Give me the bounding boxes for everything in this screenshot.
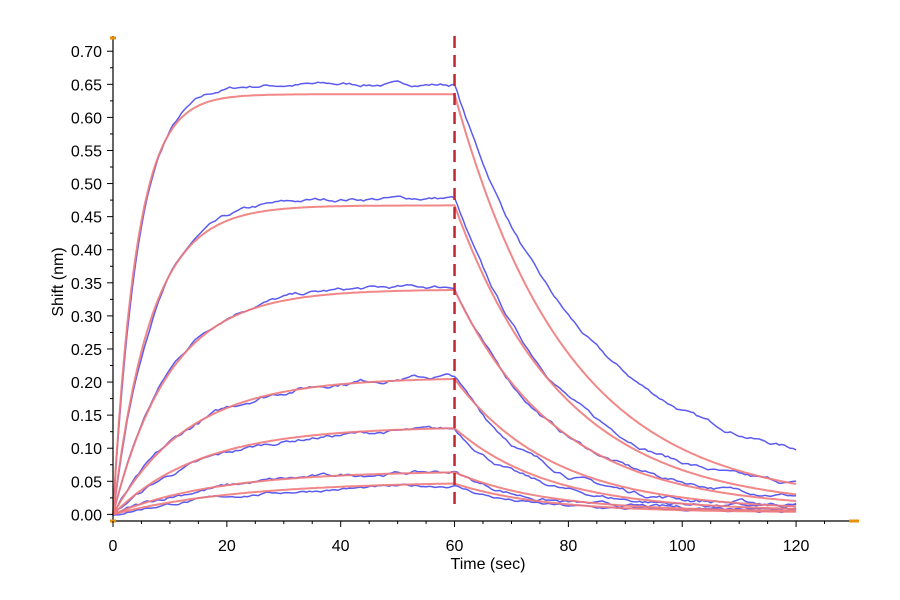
axes: 0.00 0.05 0.10 0.15 0.20 0.25 0.30 0.35 0.40 0.45… bbox=[71, 36, 859, 555]
y-axis-title: Shift (nm) bbox=[50, 247, 67, 316]
y-tick-label: 0.00 bbox=[71, 507, 102, 524]
y-tick-label: 0.30 bbox=[71, 309, 102, 326]
x-tick-label: 80 bbox=[559, 538, 577, 555]
fit-curve-2 bbox=[112, 204, 797, 515]
y-tick-label: 0.45 bbox=[71, 210, 102, 227]
measured-curve-1 bbox=[112, 80, 797, 516]
x-tick-label: 20 bbox=[218, 538, 236, 555]
y-tick-label: 0.70 bbox=[71, 44, 102, 61]
fit-curve-5 bbox=[112, 427, 797, 516]
y-tick-label: 0.55 bbox=[71, 143, 102, 160]
y-tick-label: 0.10 bbox=[71, 441, 102, 458]
x-tick-label: 100 bbox=[669, 538, 696, 555]
y-tick-label: 0.20 bbox=[71, 375, 102, 392]
x-axis-title: Time (sec) bbox=[451, 556, 526, 573]
y-tick-label: 0.05 bbox=[71, 474, 102, 491]
measured-curve-2 bbox=[112, 195, 797, 516]
y-tick-label: 0.40 bbox=[71, 243, 102, 260]
y-tick-label: 0.25 bbox=[71, 342, 102, 359]
x-tick-label: 60 bbox=[446, 538, 464, 555]
fit-curve-6 bbox=[112, 471, 797, 516]
x-tick-label: 40 bbox=[332, 538, 350, 555]
plot-area bbox=[112, 36, 797, 517]
x-tick-label: 120 bbox=[783, 538, 810, 555]
y-tick-label: 0.65 bbox=[71, 77, 102, 94]
measured-curve-4 bbox=[112, 373, 797, 516]
y-tick-label: 0.15 bbox=[71, 408, 102, 425]
y-tick-label: 0.60 bbox=[71, 110, 102, 127]
y-tick-label: 0.50 bbox=[71, 177, 102, 194]
y-tick-label: 0.35 bbox=[71, 276, 102, 293]
x-tick-label: 0 bbox=[109, 538, 118, 555]
